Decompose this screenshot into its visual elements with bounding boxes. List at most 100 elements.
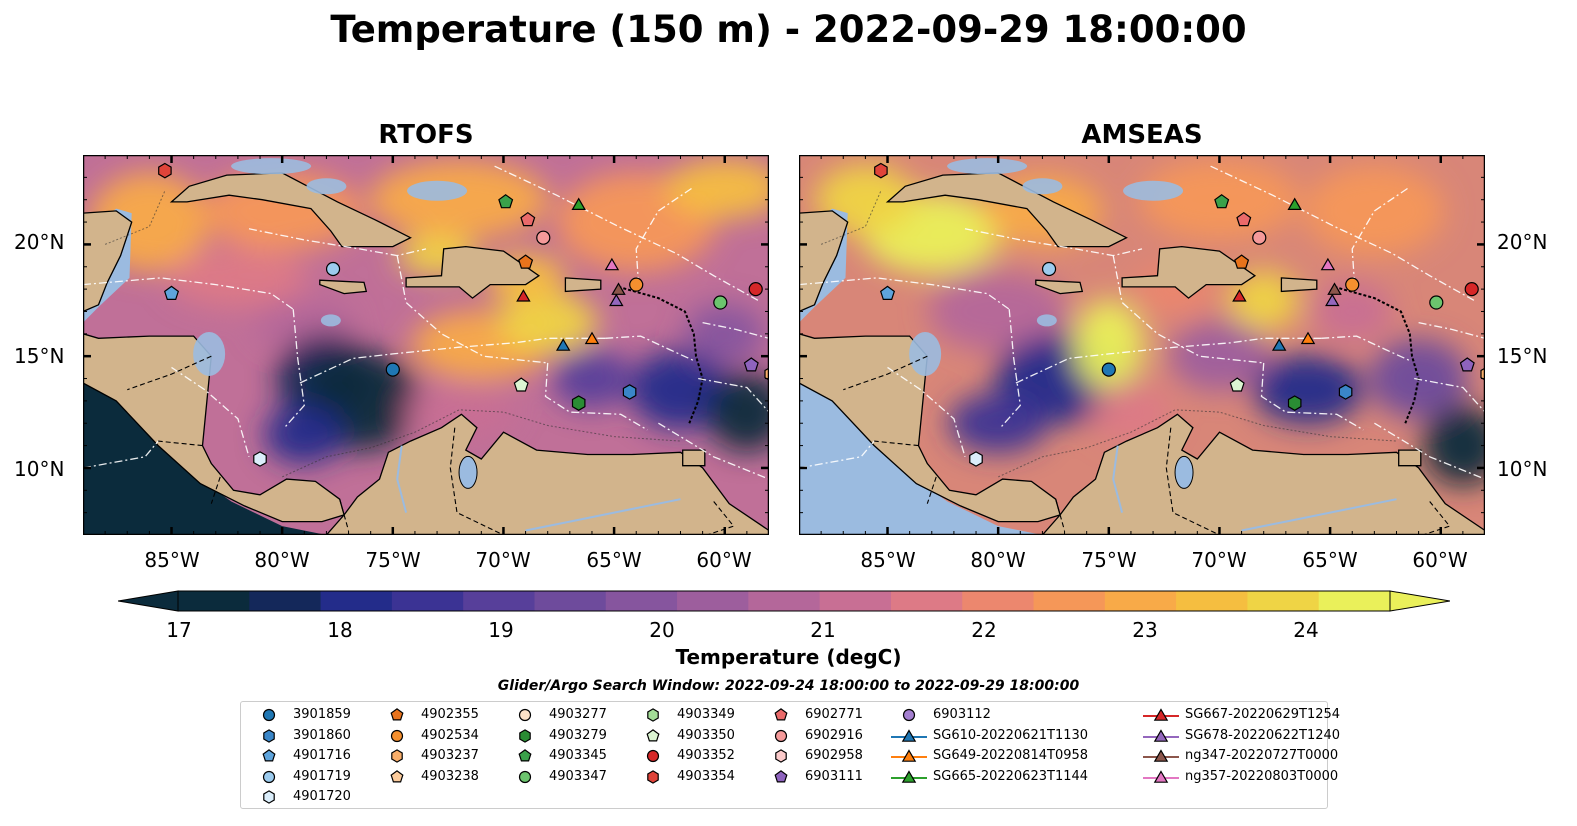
circle-marker-icon [646,749,660,763]
lat-label-right-20n: 20°N [1497,230,1548,254]
map-marker-3901859[interactable] [385,362,400,377]
colorbar-segment [962,591,1035,611]
circle-marker-icon [262,708,276,722]
map-marker-6902771[interactable] [520,211,536,227]
colorbar-segment [391,591,464,611]
hexagon-marker-icon [391,749,403,763]
colorbar-tick-21: 21 [810,618,836,642]
pentagon-marker-icon [646,728,660,741]
map-marker-sg665-20220623t1144[interactable] [571,197,586,211]
map-panel-rtofs[interactable] [83,155,769,535]
map-marker-4903345[interactable] [1214,194,1230,209]
hexagon-marker-icon [775,749,787,763]
lat-label-left-10n: 10°N [14,457,65,481]
colorbar-tick-24: 24 [1293,618,1319,642]
lon-label-left-70w: 70°W [475,548,531,572]
legend-label: SG665-20220623T1144 [933,768,1089,784]
legend-label: 4903345 [549,748,607,763]
lon-label-right-75w: 75°W [1081,548,1137,572]
colorbar-segment [819,591,892,611]
map-marker-3901859[interactable] [1101,362,1116,377]
colorbar-label: Temperature (degC) [675,645,902,669]
map-marker-4901719[interactable] [1041,261,1057,277]
lat-label-left-15n: 15°N [14,344,65,368]
map-marker-sg610-20220621t1130[interactable] [1271,338,1287,351]
map-marker-3901860[interactable] [622,384,637,400]
map-marker-4902534[interactable] [629,277,644,292]
colorbar-segment [890,591,963,611]
map-marker-4903354[interactable] [158,162,172,179]
panel-title-rtofs: RTOFS [378,120,474,150]
map-marker-4902534[interactable] [1345,277,1360,292]
map-marker-4901716[interactable] [879,285,896,300]
legend-label: 4902355 [421,707,479,722]
pentagon-marker-icon [390,769,404,782]
hexagon-marker-icon [519,728,531,743]
map-marker-4901720[interactable] [969,451,983,467]
legend-label: 6902771 [805,707,863,722]
lon-label-left-65w: 65°W [586,548,642,572]
map-marker-4903352[interactable] [748,282,763,297]
lon-label-right-80w: 80°W [970,548,1026,572]
map-marker-6903111[interactable] [1459,357,1475,372]
colorbar-segment [1176,591,1248,611]
legend: 3901859 3901860 4901716 4901719 4901720 49023… [240,701,1340,809]
lon-label-right-70w: 70°W [1191,548,1247,572]
map-marker-4903279[interactable] [1287,395,1302,411]
map-marker-4902355[interactable] [518,254,534,269]
lat-label-left-20n: 20°N [14,230,65,254]
lon-label-right-85w: 85°W [860,548,916,572]
colorbar-segment [1318,591,1391,611]
map-marker-sg665-20220623t1144[interactable] [1287,197,1302,211]
map-marker-6903111[interactable] [743,357,759,372]
map-marker-sg649-20220814t0958[interactable] [584,331,600,345]
map-marker-4903347[interactable] [713,295,728,310]
map-marker-4903347[interactable] [1429,295,1444,310]
pentagon-marker-icon [390,708,404,721]
legend-label: ng347-20220727T0000 [1185,748,1339,763]
map-marker-4903354[interactable] [874,162,888,179]
colorbar-segment [463,591,535,611]
map-marker-sg678-20220622t1240[interactable] [1325,293,1340,307]
lon-label-left-60w: 60°W [696,548,752,572]
legend-label: 4903237 [421,748,479,763]
map-marker-4902355[interactable] [1234,254,1250,269]
lon-label-left-80w: 80°W [254,548,310,572]
map-marker-4901720[interactable] [253,451,267,467]
triangle-marker-icon [891,728,927,742]
colorbar-segment [605,591,678,611]
map-marker-6902916[interactable] [1252,230,1267,245]
map-marker-ng347-20220727t0000[interactable] [1327,282,1342,295]
circle-marker-icon [390,729,404,742]
map-marker-sg610-20220621t1130[interactable] [555,338,571,351]
map-marker-ng357-20220803t0000[interactable] [1320,257,1336,271]
legend-label: SG678-20220622T1240 [1185,727,1341,743]
map-panel-amseas[interactable] [799,155,1485,535]
map-canvas-rtofs [83,155,769,535]
legend-label: 6903111 [805,768,863,784]
map-marker-4901716[interactable] [163,285,180,300]
map-marker-sg678-20220622t1240[interactable] [609,293,624,307]
colorbar-tick-17: 17 [166,618,192,642]
map-marker-4903352[interactable] [1464,282,1479,297]
circle-marker-icon [262,770,276,783]
hexagon-marker-icon [263,790,275,804]
map-marker-4901719[interactable] [325,261,341,277]
colorbar-segment [1104,591,1177,611]
map-marker-4903345[interactable] [498,194,514,209]
pentagon-marker-icon [262,749,276,762]
legend-label: 4901716 [293,748,351,763]
map-marker-4903350[interactable] [513,377,529,392]
map-marker-6902916[interactable] [536,230,551,245]
map-marker-6902771[interactable] [1236,211,1252,227]
map-marker-3901860[interactable] [1338,384,1353,400]
map-marker-sg667-20220629t1254[interactable] [516,289,531,302]
map-marker-sg649-20220814t0958[interactable] [1300,331,1316,345]
colorbar-segment [249,591,322,611]
map-marker-sg667-20220629t1254[interactable] [1232,289,1247,302]
map-marker-ng347-20220727t0000[interactable] [611,282,626,295]
map-marker-4903279[interactable] [571,395,586,411]
map-marker-ng357-20220803t0000[interactable] [604,257,620,271]
colorbar-graphic [117,590,1451,612]
map-marker-4903350[interactable] [1229,377,1245,392]
